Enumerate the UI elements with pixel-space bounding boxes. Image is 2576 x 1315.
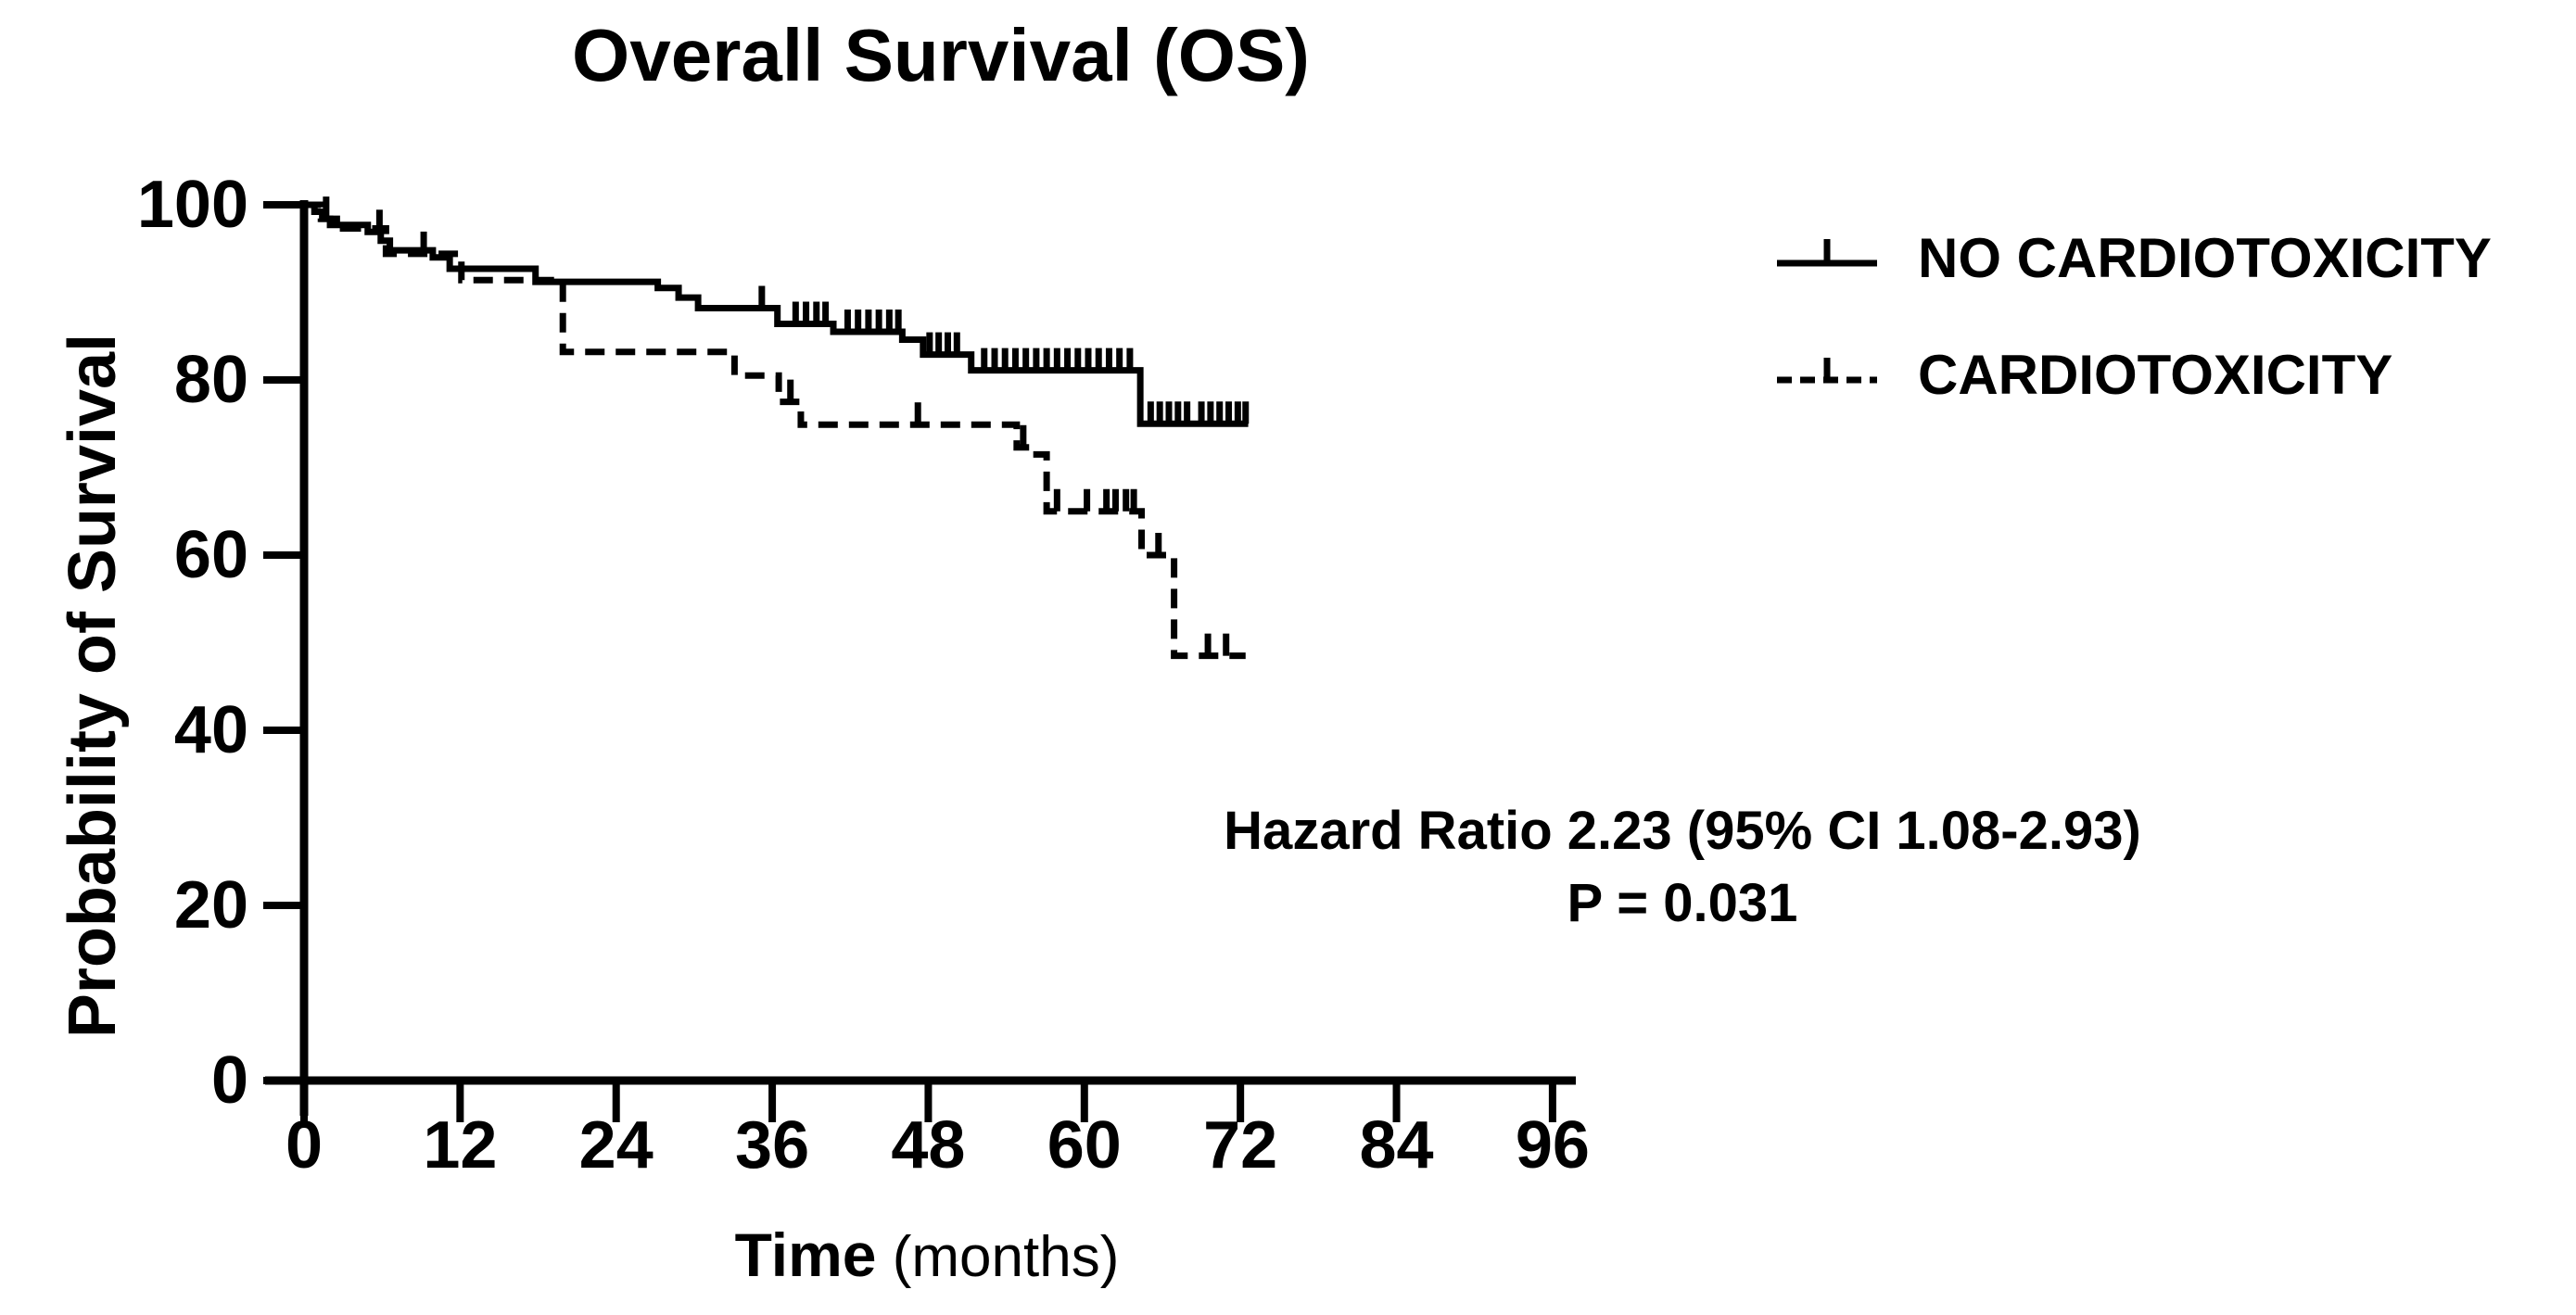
x-axis-label-units: (months) xyxy=(876,1225,1120,1289)
hazard-ratio-text: Hazard Ratio 2.23 (95% CI 1.08-2.93) xyxy=(1224,801,2141,861)
hazard-ratio-annotation: Hazard Ratio 2.23 (95% CI 1.08-2.93) P =… xyxy=(1173,795,2192,940)
x-tick-label: 48 xyxy=(891,1108,966,1182)
km-curve-cardiotoxicity xyxy=(304,201,1246,660)
legend-label: CARDIOTOXICITY xyxy=(1918,343,2393,406)
x-tick-label: 84 xyxy=(1359,1108,1434,1182)
legend-label: NO CARDIOTOXICITY xyxy=(1918,226,2492,289)
legend-item-no-cardiotoxicity: NO CARDIOTOXICITY xyxy=(1775,221,2492,295)
x-axis-label: Time (months) xyxy=(510,1220,1344,1290)
x-tick-label: 60 xyxy=(1047,1108,1122,1182)
chart-title: Overall Survival (OS) xyxy=(572,14,1310,96)
x-tick-label: 36 xyxy=(735,1108,810,1182)
x-tick-label: 24 xyxy=(578,1108,654,1182)
km-curve-no-cardiotoxicity xyxy=(304,201,1249,427)
x-tick-label: 12 xyxy=(423,1108,498,1182)
y-tick-label: 0 xyxy=(210,1043,248,1118)
p-value-text: P = 0.031 xyxy=(1567,873,1798,933)
x-tick-label: 72 xyxy=(1203,1108,1278,1182)
x-tick-label: 96 xyxy=(1515,1108,1590,1182)
x-axis-label-main: Time xyxy=(734,1220,877,1289)
legend-item-cardiotoxicity: CARDIOTOXICITY xyxy=(1775,337,2492,411)
legend-key-dashed-line-icon xyxy=(1777,358,1877,384)
y-tick-label: 80 xyxy=(173,343,248,417)
y-tick-label: 20 xyxy=(173,868,248,942)
y-tick-label: 40 xyxy=(173,693,248,767)
legend-key-solid-line-icon xyxy=(1777,239,1877,267)
x-tick-label: 0 xyxy=(285,1108,324,1182)
legend: NO CARDIOTOXICITY CARDIOTOXICITY xyxy=(1775,221,2492,454)
y-tick-label: 100 xyxy=(136,168,248,242)
y-tick-label: 60 xyxy=(173,518,248,592)
